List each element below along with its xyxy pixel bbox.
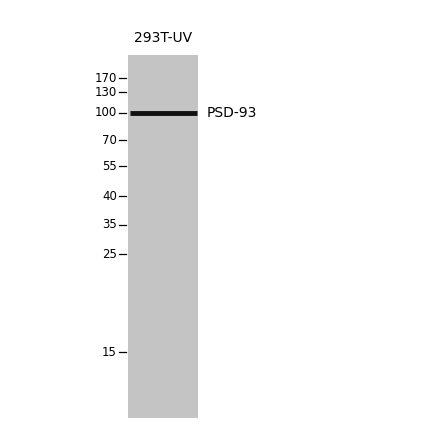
Text: 35: 35	[102, 218, 117, 232]
Bar	[128, 55, 198, 418]
Text: 15: 15	[102, 345, 117, 359]
Text: 70: 70	[102, 134, 117, 146]
Text: 55: 55	[102, 160, 117, 172]
Text: PSD-93: PSD-93	[207, 106, 257, 120]
Text: 100: 100	[95, 106, 117, 120]
Text: 130: 130	[95, 86, 117, 98]
Text: 170: 170	[95, 71, 117, 85]
Text: 40: 40	[102, 190, 117, 202]
Text: 25: 25	[102, 247, 117, 261]
Text: 293T-UV: 293T-UV	[134, 31, 192, 45]
